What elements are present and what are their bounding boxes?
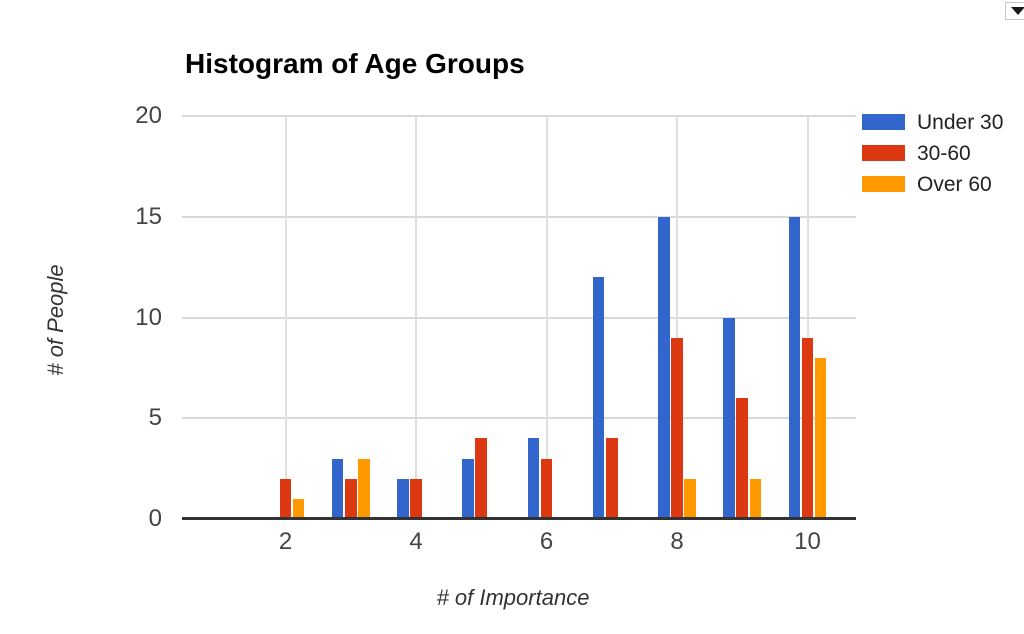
legend-item-over-60: Over 60: [862, 172, 1003, 196]
gridline-x-4: [415, 116, 417, 519]
legend-label: 30-60: [917, 141, 971, 165]
bar-30-60-x3: [344, 478, 357, 519]
legend-swatch-over-60: [862, 176, 905, 192]
x-tick-label-8: 8: [670, 528, 684, 555]
chart-title: Histogram of Age Groups: [185, 48, 525, 79]
bar-over-60-x3: [358, 458, 370, 519]
gridline-y-15: [182, 215, 856, 218]
bar-under-30-x8: [658, 216, 670, 519]
legend-item-under-30: Under 30: [862, 110, 1004, 134]
bar-over-60-x2: [292, 498, 305, 519]
y-axis-title: # of People: [43, 264, 68, 376]
y-tick-label-0: 0: [148, 505, 162, 532]
bar-under-30-x5: [462, 458, 474, 519]
gridline-x-10: [806, 116, 809, 519]
bar-30-60-x8: [671, 337, 683, 519]
y-tick-label-15: 15: [135, 202, 162, 230]
gridline-y-10: [182, 316, 856, 319]
legend-swatch-under-30: [862, 114, 905, 130]
x-axis-title: # of Importance: [436, 585, 590, 610]
bar-30-60-x9: [736, 398, 749, 519]
legend-label: Under 30: [917, 110, 1004, 134]
bar-30-60-x6: [540, 458, 553, 519]
gridline-x-8: [676, 116, 678, 519]
bar-30-60-x5: [475, 438, 488, 519]
legend: Under 30 30-60 Over 60: [862, 110, 1004, 207]
x-tick-label-10: 10: [794, 528, 821, 555]
bar-over-60-x9: [749, 478, 762, 519]
plot-area: [182, 115, 856, 520]
legend-label: Over 60: [917, 172, 992, 196]
chart-options-button[interactable]: [1005, 2, 1024, 20]
gridline-y-5: [182, 417, 856, 420]
bar-under-30-x9: [723, 317, 735, 519]
legend-item-30-60: 30-60: [862, 141, 1003, 165]
y-tick-label-10: 10: [135, 303, 162, 331]
bar-over-60-x8: [684, 478, 696, 519]
x-axis-line: [182, 517, 856, 520]
dropdown-arrow-icon: [1011, 7, 1024, 15]
bar-under-30-x7: [592, 277, 605, 519]
y-tick-label-20: 20: [135, 102, 162, 129]
bar-30-60-x7: [605, 438, 618, 519]
x-tick-label-4: 4: [409, 528, 423, 555]
bar-30-60-x2: [279, 478, 292, 519]
bar-under-30-x10: [788, 216, 801, 519]
x-tick-label-2: 2: [278, 528, 293, 555]
bar-under-30-x3: [331, 458, 344, 519]
bar-30-60-x10: [801, 337, 814, 519]
bar-over-60-x10: [814, 357, 827, 519]
bar-30-60-x4: [410, 478, 422, 519]
legend-swatch-30-60: [862, 145, 905, 161]
bar-under-30-x6: [527, 438, 540, 519]
y-tick-label-5: 5: [148, 404, 162, 432]
gridline-y-20: [182, 115, 856, 117]
gridline-x-6: [545, 116, 548, 519]
x-tick-label-6: 6: [539, 528, 554, 555]
bar-under-30-x4: [397, 478, 409, 519]
gridline-x-2: [284, 116, 287, 519]
